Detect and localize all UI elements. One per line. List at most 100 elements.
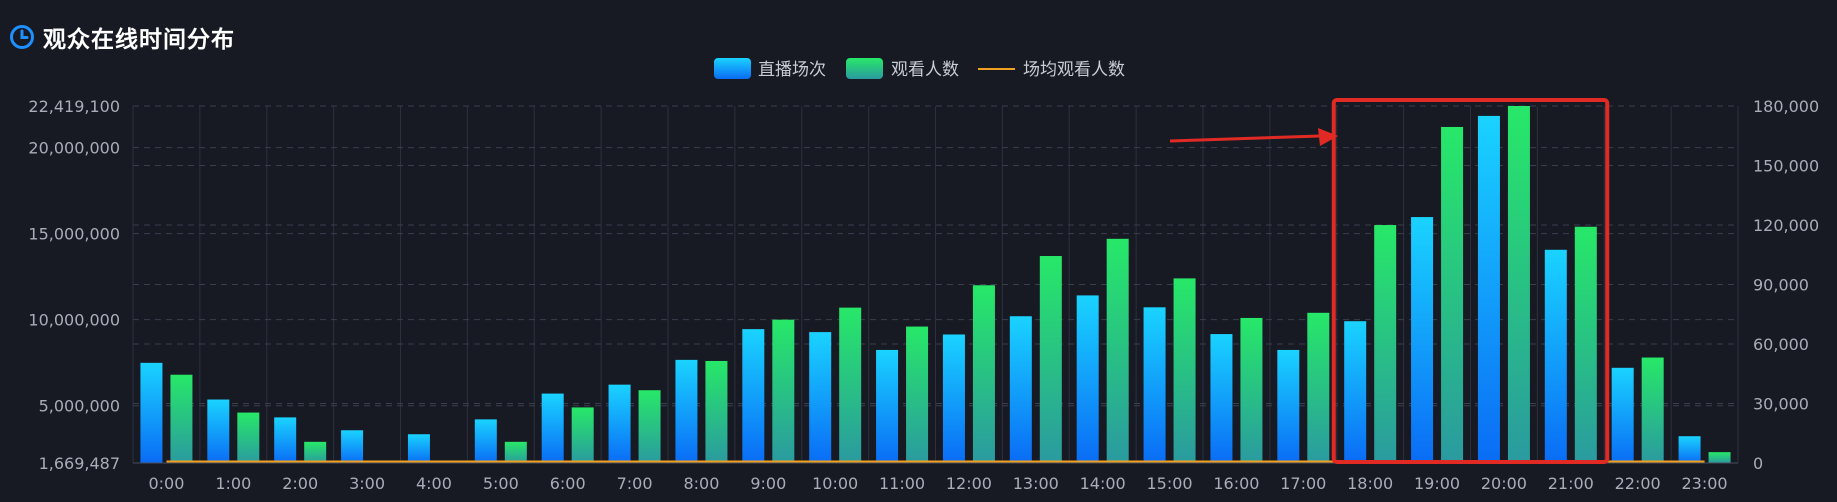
x-axis-tick-label: 2:00 [282,474,318,493]
bar-viewers[interactable] [772,319,795,463]
bar-sessions[interactable] [541,393,564,463]
x-axis-tick-label: 20:00 [1481,474,1527,493]
left-axis-tick-label: 1,669,487 [39,454,120,473]
x-axis-tick-label: 8:00 [683,474,719,493]
bar-sessions[interactable] [942,334,965,463]
bar-sessions[interactable] [1210,334,1233,463]
legend-label-avg-viewers: 场均观看人数 [1023,60,1125,80]
bar-sessions[interactable] [1611,367,1634,463]
bar-sessions[interactable] [742,329,765,463]
bar-viewers[interactable] [839,307,862,463]
bar-viewers[interactable] [1641,357,1664,463]
bar-viewers[interactable] [705,360,728,463]
left-axis-tick-label: 5,000,000 [39,397,120,416]
bar-viewers[interactable] [1441,126,1464,463]
x-axis-tick-label: 13:00 [1013,474,1059,493]
bar-sessions[interactable] [1344,321,1367,463]
bar-viewers[interactable] [1106,238,1129,463]
left-axis-tick-label: 22,419,100 [28,97,120,116]
legend-item-sessions[interactable]: 直播场次 [714,58,826,80]
chart-header: 观众在线时间分布 [9,20,235,54]
x-axis: 0:00 1:00 2:00 3:00 4:00 5:00 6:00 7:00 8:00 9:00… [133,462,1738,493]
bar-viewers[interactable] [906,326,929,463]
bar-sessions[interactable] [675,359,698,463]
x-axis-tick-label: 3:00 [349,474,385,493]
x-axis-tick-label: 10:00 [812,474,858,493]
x-axis-tick-label: 23:00 [1682,474,1728,493]
bar-viewers[interactable] [304,441,327,463]
bar-sessions[interactable] [876,349,899,463]
bar-sessions[interactable] [1009,316,1032,463]
right-axis-tick-label: 150,000 [1753,157,1819,176]
x-axis-tick-label: 19:00 [1414,474,1460,493]
right-axis-tick-label: 30,000 [1753,395,1809,414]
bar-viewers[interactable] [1708,452,1731,463]
bar-sessions[interactable] [407,434,430,463]
x-axis-tick-label: 14:00 [1080,474,1126,493]
bar-viewers[interactable] [1240,317,1263,463]
x-axis-tick-label: 12:00 [946,474,992,493]
legend-item-viewers[interactable]: 观看人数 [846,58,959,80]
clock-icon [10,25,34,49]
right-axis-tick-label: 0 [1753,454,1763,473]
bar-viewers[interactable] [1039,256,1062,463]
bar-sessions[interactable] [140,362,163,463]
bar-sessions[interactable] [274,417,297,463]
x-axis-tick-label: 6:00 [550,474,586,493]
right-axis-tick-label: 180,000 [1753,97,1819,116]
bar-viewers[interactable] [1507,106,1530,463]
bar-viewers[interactable] [504,441,527,463]
bar-sessions[interactable] [809,332,832,463]
left-axis-tick-label: 15,000,000 [28,225,120,244]
legend-label-sessions: 直播场次 [758,60,826,80]
right-axis-tick-label: 120,000 [1753,216,1819,235]
bar-viewers[interactable] [638,390,661,463]
x-axis-tick-label: 5:00 [483,474,519,493]
highlight-box [1331,98,1610,464]
x-axis-tick-label: 15:00 [1147,474,1193,493]
legend-swatch-sessions [714,58,751,79]
bar-sessions[interactable] [1076,295,1099,463]
left-axis-tick-label: 10,000,000 [28,311,120,330]
legend-label-viewers: 观看人数 [891,60,959,80]
x-axis-tick-label: 21:00 [1548,474,1594,493]
bar-sessions[interactable] [1277,349,1300,463]
arrow-shaft [1169,134,1321,143]
bar-viewers[interactable] [237,412,260,463]
x-axis-tick-label: 17:00 [1280,474,1326,493]
right-axis: 0 30,000 60,000 90,000 120,000 150,000 180,000 [1753,97,1819,473]
x-axis-tick-label: 18:00 [1347,474,1393,493]
bar-viewers[interactable] [1574,226,1597,463]
bar-viewers[interactable] [571,407,594,463]
legend-item-avg-viewers[interactable]: 场均观看人数 [978,60,1125,80]
bar-viewers[interactable] [1307,312,1330,463]
bar-sessions[interactable] [1477,115,1500,464]
left-axis-tick-label: 20,000,000 [28,139,120,158]
bar-sessions[interactable] [1544,249,1567,463]
right-axis-tick-label: 60,000 [1753,335,1809,354]
bar-sessions[interactable] [1411,217,1434,463]
bar-sessions[interactable] [341,430,364,463]
bar-viewers[interactable] [1374,225,1397,463]
bar-viewers[interactable] [1173,278,1196,463]
legend-swatch-viewers [846,58,883,79]
x-axis-tick-label: 9:00 [750,474,786,493]
annotation [1169,98,1610,464]
left-axis: 1,669,487 5,000,000 10,000,000 15,000,000 20… [28,97,120,473]
x-axis-tick-label: 1:00 [215,474,251,493]
x-axis-tick-label: 4:00 [416,474,452,493]
bar-sessions[interactable] [474,419,497,463]
arrow-icon [1318,128,1338,146]
bar-sessions[interactable] [608,384,631,463]
bar-sessions[interactable] [1678,436,1701,463]
bar-sessions[interactable] [207,399,230,463]
bar-viewers[interactable] [170,374,193,463]
x-axis-tick-label: 22:00 [1615,474,1661,493]
x-axis-tick-label: 16:00 [1213,474,1259,493]
chart-title: 观众在线时间分布 [43,27,235,53]
bar-sessions[interactable] [1143,307,1166,463]
x-axis-tick-label: 11:00 [879,474,925,493]
bar-viewers[interactable] [972,285,995,463]
right-axis-tick-label: 90,000 [1753,276,1809,295]
